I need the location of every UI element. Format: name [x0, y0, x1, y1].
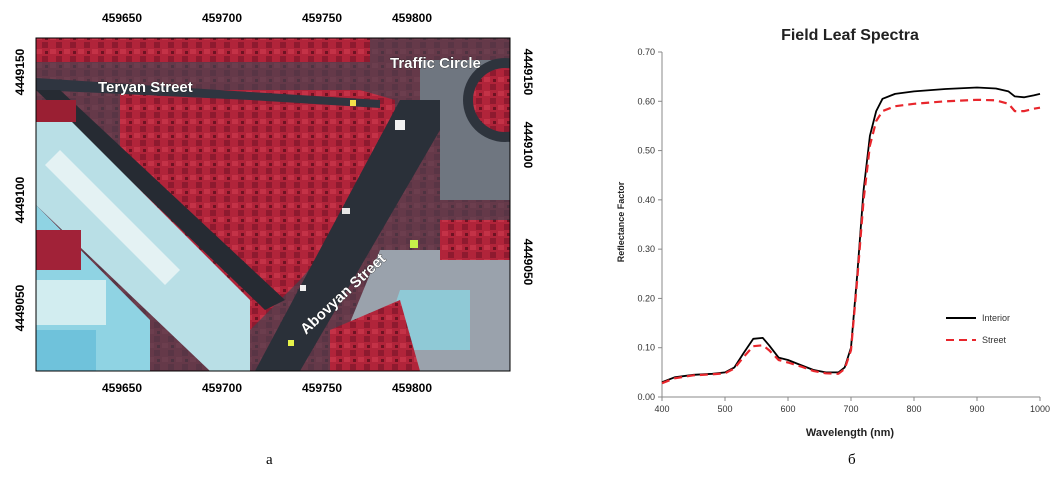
satellite-map: 459650 459700 459750 459800 459650 45970… [13, 11, 535, 395]
legend-label-interior: Interior [982, 313, 1010, 323]
x-tick-label: 500 [717, 404, 732, 414]
map-y-tick: 4449100 [13, 176, 27, 223]
map-x-tick: 459800 [392, 11, 432, 25]
chart-panel: Field Leaf Spectra Reflectance Factor Wa… [600, 0, 1058, 440]
chart-y-label: Reflectance Factor [616, 181, 626, 262]
x-tick-label: 800 [906, 404, 921, 414]
y-tick-label: 0.10 [637, 343, 655, 353]
teryan-street-label: Teryan Street [98, 79, 193, 96]
map-left-ticks: 4449150 4449100 4449050 [13, 48, 27, 331]
x-tick-label: 700 [843, 404, 858, 414]
caption-right: б [848, 452, 856, 468]
x-tick-label: 400 [654, 404, 669, 414]
x-tick-label: 900 [969, 404, 984, 414]
map-bottom-ticks: 459650 459700 459750 459800 [102, 381, 432, 395]
spectra-chart: Field Leaf Spectra Reflectance Factor Wa… [616, 27, 1050, 439]
map-y-tick: 4449150 [13, 48, 27, 95]
map-x-tick: 459650 [102, 381, 142, 395]
map-y-tick: 4449150 [521, 49, 535, 96]
series-line-street [661, 98, 1041, 385]
map-top-ticks: 459650 459700 459750 459800 [102, 11, 432, 25]
traffic-circle-label: Traffic Circle [390, 55, 481, 72]
map-y-tick: 4449050 [521, 239, 535, 286]
legend-label-street: Street [982, 335, 1007, 345]
y-tick-label: 0.70 [637, 47, 655, 57]
y-tick-label: 0.20 [637, 293, 655, 303]
map-x-tick: 459650 [102, 11, 142, 25]
caption-left: a [266, 452, 273, 468]
chart-series [661, 86, 1041, 385]
map-x-tick: 459700 [202, 11, 242, 25]
series-line-interior [661, 86, 1041, 384]
chart-x-label: Wavelength (nm) [806, 427, 895, 439]
y-tick-label: 0.40 [637, 195, 655, 205]
chart-legend: Interior Street [946, 313, 1010, 345]
map-x-tick: 459700 [202, 381, 242, 395]
map-right-ticks: 4449150 4449100 4449050 [521, 49, 535, 286]
x-tick-label: 600 [780, 404, 795, 414]
chart-title: Field Leaf Spectra [781, 27, 919, 44]
y-tick-label: 0.00 [637, 392, 655, 402]
y-tick-label: 0.50 [637, 146, 655, 156]
map-panel: 459650 459700 459750 459800 459650 45970… [0, 0, 540, 420]
map-x-tick: 459800 [392, 381, 432, 395]
map-y-tick: 4449100 [521, 122, 535, 169]
map-y-tick: 4449050 [13, 284, 27, 331]
map-x-tick: 459750 [302, 11, 342, 25]
map-x-tick: 459750 [302, 381, 342, 395]
y-tick-label: 0.30 [637, 244, 655, 254]
chart-axes: 0.00 0.10 0.20 0.30 0.40 0.50 0.60 0.70 400 500 60… [637, 47, 1050, 414]
y-tick-label: 0.60 [637, 96, 655, 106]
x-tick-label: 1000 [1030, 404, 1050, 414]
